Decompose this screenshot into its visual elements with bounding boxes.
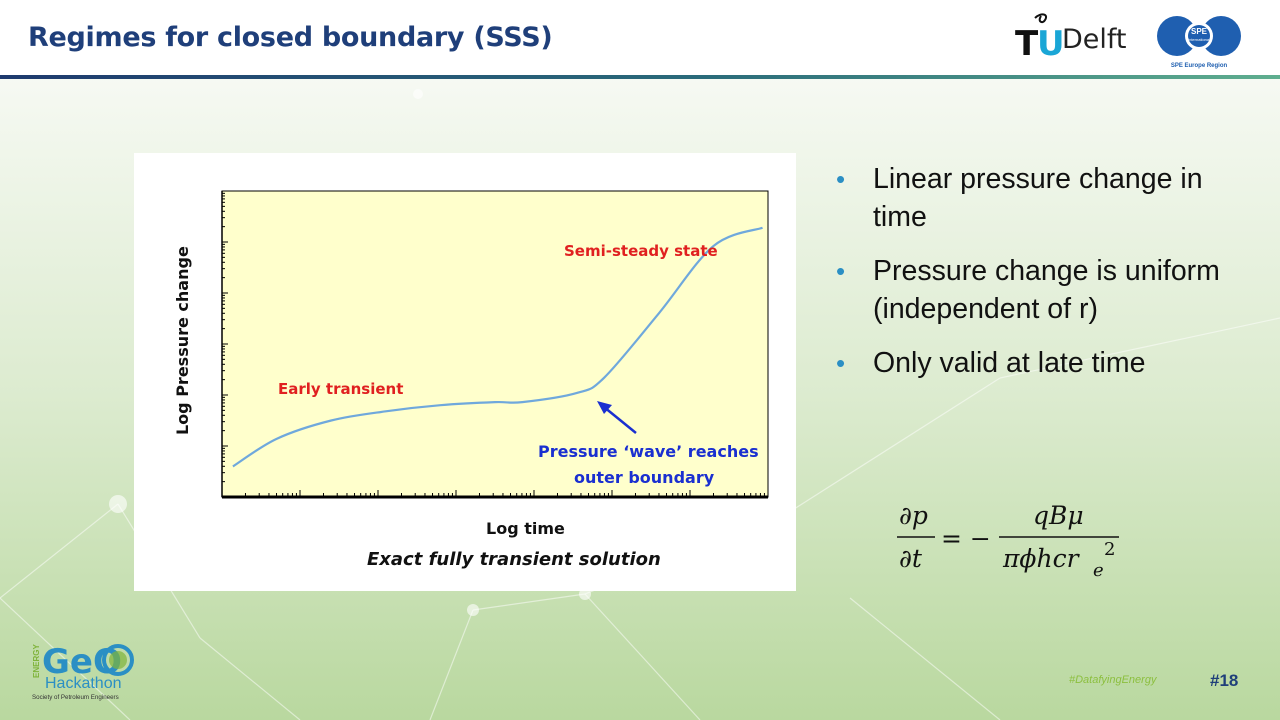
geo-society-text: Society of Petroleum Engineers — [32, 694, 119, 701]
geo-hackathon-text: Hackathon — [45, 675, 122, 692]
annotation-wave-line2: outer boundary — [574, 468, 715, 487]
formula-lhs-numerator: ∂p — [899, 501, 928, 530]
sss-formula: ∂p ∂t = − qBμ πϕhcr e 2 — [897, 501, 1119, 581]
pressure-curve — [232, 226, 763, 468]
bullet-item: • Only valid at late time — [836, 344, 1256, 382]
svg-text:T: T — [1015, 24, 1039, 60]
bullet-text: Linear pressure change in time — [873, 163, 1203, 233]
annotation-semi-steady-state: Semi-steady state — [564, 242, 718, 260]
svg-text:SPE: SPE — [1191, 27, 1208, 36]
figure-caption: Exact fully transient solution — [367, 549, 661, 570]
bullet-text: Only valid at late time — [873, 347, 1146, 379]
bullet-dot-icon: • — [836, 348, 846, 378]
y-axis-label: Log Pressure change — [173, 246, 192, 435]
slide-header: Regimes for closed boundary (SSS) T U De… — [0, 0, 1280, 76]
formula-rhs-numerator: qBμ — [1033, 501, 1084, 530]
formula-rhs-superscript: 2 — [1104, 539, 1115, 560]
chart-figure: Semi-steady state Early transient Pressu… — [134, 153, 796, 591]
svg-text:U: U — [1037, 24, 1065, 60]
slide-title: Regimes for closed boundary (SSS) — [28, 22, 553, 53]
spe-international-logo: SPE International SPE Europe Region — [1157, 16, 1241, 69]
formula-equals: = − — [941, 524, 991, 553]
formula-rhs-denominator: πϕhcr — [1002, 544, 1081, 573]
tudelft-flame-icon: T U — [1015, 13, 1065, 60]
bullet-item: • Pressure change is uniform (independent… — [836, 252, 1256, 328]
header-divider — [0, 75, 1280, 79]
formula-rhs-subscript: e — [1093, 560, 1104, 581]
formula-lhs-denominator: ∂t — [899, 544, 923, 573]
plot-area — [221, 190, 769, 498]
geo-hackathon-logo: ENERGY GeO Hackathon Society of Petroleu… — [32, 642, 134, 701]
geo-energy-text: ENERGY — [32, 644, 41, 678]
tudelft-logo-text: Delft — [1062, 24, 1127, 55]
bullet-text: Pressure change is uniform (independent … — [873, 255, 1220, 325]
x-axis-label: Log time — [486, 519, 565, 538]
globe-icon — [102, 644, 134, 676]
annotation-early-transient: Early transient — [278, 380, 403, 398]
svg-text:International: International — [1188, 37, 1210, 42]
page-number: #18 — [1210, 671, 1239, 690]
bullet-item: • Linear pressure change in time — [836, 160, 1256, 236]
network-background-decoration — [0, 89, 1280, 720]
annotation-wave-line1: Pressure ‘wave’ reaches — [538, 442, 759, 461]
bullet-dot-icon: • — [836, 164, 846, 194]
wave-arrow-head — [597, 401, 612, 414]
svg-text:SPE Europe Region: SPE Europe Region — [1171, 63, 1228, 69]
log-pressure-chart: Semi-steady state Early transient Pressu… — [173, 190, 769, 570]
hashtag: #DatafyingEnergy — [1069, 674, 1157, 686]
wave-arrow-line — [603, 406, 637, 434]
bullet-dot-icon: • — [836, 256, 846, 286]
bullet-list: • Linear pressure change in time • Pressur… — [836, 160, 1256, 398]
